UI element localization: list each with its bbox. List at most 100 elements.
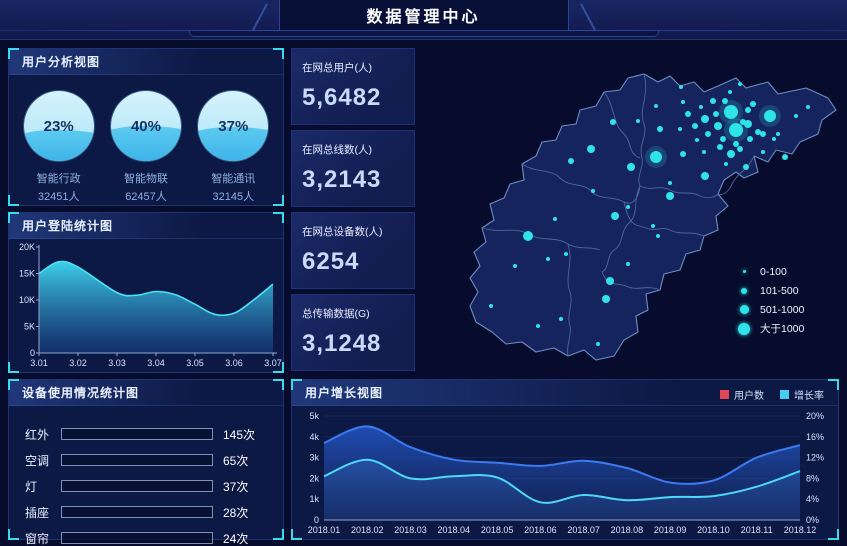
map-point bbox=[680, 151, 686, 157]
map-point bbox=[523, 231, 533, 241]
header-slash-left bbox=[251, 3, 268, 31]
stat-card-value: 6254 bbox=[302, 248, 360, 275]
x-tick-label: 2018.08 bbox=[611, 525, 644, 535]
map-point bbox=[772, 137, 776, 141]
x-tick-label: 2018.01 bbox=[308, 525, 341, 535]
bar-track bbox=[61, 480, 213, 492]
gauge-label: 智能通讯 bbox=[211, 173, 256, 185]
stat-card-label: 在网总线数(人) bbox=[302, 144, 372, 156]
y-left-tick-label: 3k bbox=[309, 453, 319, 463]
y-left-tick-label: 0 bbox=[314, 515, 319, 525]
map-point bbox=[699, 105, 703, 109]
map-point bbox=[782, 154, 788, 160]
map-legend-label: 大于1000 bbox=[760, 323, 805, 335]
header-pedestal bbox=[188, 31, 659, 37]
map-point bbox=[654, 104, 658, 108]
x-tick-label: 2018.09 bbox=[654, 525, 687, 535]
gauge-liquid-fill bbox=[23, 130, 94, 161]
map-point bbox=[728, 90, 732, 94]
map-point bbox=[794, 114, 798, 118]
y-tick-label: 0 bbox=[30, 348, 35, 358]
area-fill bbox=[39, 261, 273, 353]
y-right-tick-label: 20% bbox=[806, 411, 824, 421]
corner-bracket bbox=[8, 529, 19, 540]
scatter-size-icon bbox=[742, 270, 746, 273]
liquid-gauge: 37% bbox=[198, 91, 269, 161]
map-point bbox=[559, 317, 563, 321]
y-tick-label: 15K bbox=[19, 269, 35, 279]
device-usage-row: 窗帘 24次 bbox=[25, 525, 267, 546]
map-point bbox=[587, 145, 595, 153]
bar-category-label: 灯 bbox=[25, 479, 38, 494]
x-tick-label: 3.01 bbox=[30, 358, 48, 368]
map-point bbox=[564, 252, 568, 256]
x-tick-label: 2018.02 bbox=[351, 525, 384, 535]
corner-bracket bbox=[8, 212, 19, 223]
y-right-tick-label: 0% bbox=[806, 515, 819, 525]
x-tick-label: 2018.12 bbox=[784, 525, 817, 535]
bar-value-label: 24次 bbox=[223, 531, 249, 546]
corner-bracket bbox=[828, 379, 839, 390]
y-left-tick-label: 4k bbox=[309, 432, 319, 442]
x-tick-label: 2018.10 bbox=[697, 525, 730, 535]
y-right-tick-label: 16% bbox=[806, 432, 824, 442]
map-point bbox=[702, 150, 706, 154]
corner-bracket bbox=[291, 529, 302, 540]
bar-value-label: 65次 bbox=[223, 453, 249, 468]
panel-user-growth: 用户增长视图 用户数 增长率 0 1k 2k 3k 4k 5k 0% 4% 8% 12% 16% 20… bbox=[291, 379, 839, 540]
corner-bracket bbox=[8, 362, 19, 373]
x-tick-label: 3.03 bbox=[108, 358, 126, 368]
y-left-tick-label: 2k bbox=[309, 473, 319, 483]
scatter-size-icon bbox=[739, 305, 749, 314]
corner-bracket bbox=[273, 48, 284, 59]
map-point bbox=[764, 110, 776, 122]
stat-card-label: 总传输数据(G) bbox=[302, 308, 370, 320]
corner-bracket bbox=[8, 379, 19, 390]
legend-item-users[interactable]: 用户数 bbox=[720, 387, 764, 402]
legend-item-growth-rate[interactable]: 增长率 bbox=[780, 387, 824, 402]
stat-cards: 在网总用户(人) 5,6482 在网总线数(人) 3,2143 在网总设备数(人… bbox=[291, 48, 415, 376]
panel-login-stats: 用户登陆统计图 0 5K 10K 15K 20K 3.01 3.02 3.03 3.04 3.05… bbox=[8, 212, 284, 373]
gauge-percent: 23% bbox=[43, 117, 74, 135]
map-point bbox=[650, 151, 662, 163]
stat-card-label: 在网总设备数(人) bbox=[302, 226, 383, 238]
bar-category-label: 插座 bbox=[25, 505, 50, 520]
bar-category-label: 红外 bbox=[25, 427, 50, 442]
map-legend-item: 501-1000 bbox=[736, 300, 804, 319]
map-point bbox=[695, 138, 699, 142]
gauge-item: 23% 智能行政 32451人 bbox=[23, 91, 94, 204]
map-point bbox=[679, 85, 683, 89]
legend-dot-box bbox=[736, 270, 752, 273]
corner-bracket bbox=[273, 195, 284, 206]
panel-device-usage: 设备使用情况统计图 红外 145次 空调 65次灯 37次 插座 28次 窗帘 24次 bbox=[8, 379, 284, 546]
device-usage-row: 插座 28次 bbox=[25, 499, 267, 525]
map-point bbox=[568, 158, 574, 164]
map-point bbox=[681, 100, 685, 104]
header-pedestal-line bbox=[208, 37, 639, 40]
corner-bracket bbox=[291, 379, 302, 390]
scatter-size-icon bbox=[738, 322, 750, 335]
y-right-tick-label: 12% bbox=[806, 453, 824, 463]
gauge-count: 32451人 bbox=[37, 191, 80, 203]
bar-track bbox=[61, 428, 213, 440]
y-right-tick-label: 4% bbox=[806, 494, 819, 504]
map-point bbox=[626, 262, 630, 266]
stat-card: 在网总用户(人) 5,6482 bbox=[291, 48, 415, 125]
map-svg bbox=[469, 73, 837, 361]
map-point bbox=[738, 82, 742, 86]
x-tick-label: 3.02 bbox=[69, 358, 87, 368]
stat-card-value: 3,2143 bbox=[302, 166, 382, 193]
map-points bbox=[489, 82, 810, 346]
map-point bbox=[651, 224, 655, 228]
header-slash-right bbox=[579, 3, 596, 31]
liquid-gauge: 40% bbox=[110, 91, 181, 161]
map-point bbox=[685, 111, 691, 117]
map-point bbox=[743, 164, 749, 170]
map-point bbox=[553, 217, 557, 221]
corner-bracket bbox=[273, 379, 284, 390]
map-legend: 0-100 101-500 501-1000 大于1000 bbox=[736, 262, 804, 338]
x-tick-label: 2018.06 bbox=[524, 525, 557, 535]
panel-title: 设备使用情况统计图 bbox=[9, 380, 283, 406]
bar-value-label: 28次 bbox=[223, 505, 249, 520]
